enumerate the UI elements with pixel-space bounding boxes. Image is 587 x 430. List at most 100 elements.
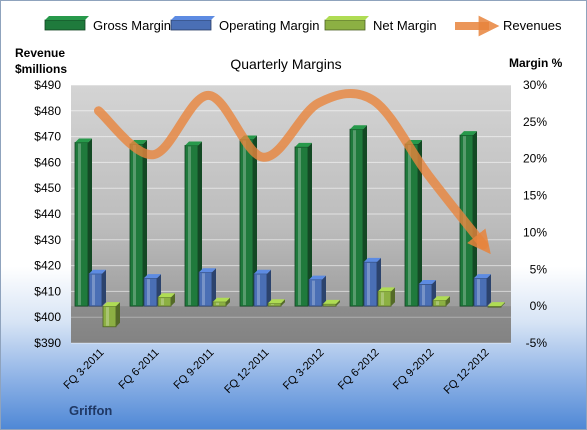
legend-swatch-top: [45, 16, 89, 20]
legend-swatch-gross-margin: [44, 19, 86, 31]
left-tick-label: $490: [34, 78, 61, 92]
legend-swatch-top: [325, 16, 369, 20]
bar-side: [501, 302, 505, 308]
bar-net-margin: [102, 305, 117, 328]
bar-top: [474, 274, 491, 279]
right-tick-label: 25%: [523, 115, 547, 129]
bar-net-margin: [267, 302, 282, 307]
left-tick-label: $400: [34, 310, 61, 324]
bar-top: [378, 287, 395, 292]
left-tick-label: $410: [34, 284, 61, 298]
legend-label: Revenues: [503, 18, 562, 33]
bar-highlight: [243, 140, 246, 306]
bar-top: [103, 302, 120, 307]
x-tick-label: FQ 6-2012: [336, 347, 382, 393]
bar-side: [336, 299, 340, 307]
bar-top: [295, 142, 312, 147]
bar-side: [171, 293, 175, 307]
x-tick-label: FQ 3-2012: [281, 347, 327, 393]
bar-side: [267, 269, 271, 307]
bar-side: [473, 131, 477, 307]
bar-side: [143, 139, 147, 307]
bar-net-margin: [487, 305, 502, 308]
bar-highlight: [188, 146, 191, 306]
bar-gross-margin: [294, 146, 309, 307]
bar-top: [213, 297, 230, 302]
bar-highlight: [477, 279, 480, 306]
company-name: Griffon: [69, 403, 112, 418]
x-tick-label: FQ 9-2011: [172, 347, 217, 392]
bar-top: [268, 299, 285, 304]
bar-top: [185, 141, 202, 146]
bar-highlight: [92, 274, 95, 306]
left-tick-label: $480: [34, 104, 61, 118]
bar-top: [419, 280, 436, 285]
left-tick-label: $390: [34, 336, 61, 350]
left-axis-title-line1: Revenue: [15, 46, 65, 60]
bar-net-margin: [432, 299, 447, 307]
bar-side: [116, 302, 120, 327]
bar-operating-margin: [88, 273, 103, 307]
bar-top: [433, 296, 450, 301]
legend-label: Net Margin: [373, 18, 437, 33]
right-tick-label: 20%: [523, 152, 547, 166]
bar-highlight: [147, 279, 150, 306]
legend-label: Operating Margin: [219, 18, 319, 33]
bar-highlight: [106, 307, 109, 326]
bar-highlight: [257, 274, 260, 306]
legend-swatch-net-margin: [324, 19, 366, 31]
bar-operating-margin: [198, 271, 213, 307]
chart-title: Quarterly Margins: [230, 56, 341, 72]
bar-highlight: [216, 302, 219, 306]
left-tick-label: $470: [34, 130, 61, 144]
bar-operating-margin: [418, 283, 433, 307]
bar-operating-margin: [253, 273, 268, 307]
right-tick-label: -5%: [526, 336, 548, 350]
right-tick-label: 0%: [530, 299, 548, 313]
bar-highlight: [436, 301, 439, 306]
bar-side: [253, 135, 257, 307]
bar-side: [226, 297, 230, 307]
right-tick-label: 15%: [523, 189, 547, 203]
bar-highlight: [202, 273, 205, 306]
left-tick-label: $460: [34, 155, 61, 169]
bar-gross-margin: [184, 145, 199, 307]
bar-gross-margin: [129, 143, 144, 307]
bar-side: [418, 139, 422, 307]
legend-swatch-operating-margin: [170, 19, 212, 31]
revenues-line: [94, 89, 491, 255]
bar-operating-margin: [473, 277, 488, 307]
bars: [74, 125, 505, 328]
bar-net-margin: [377, 290, 392, 307]
bar-side: [281, 299, 285, 307]
legend-swatch-top: [171, 16, 215, 20]
bar-gross-margin: [349, 128, 364, 307]
left-tick-label: $440: [34, 207, 61, 221]
bar-side: [102, 269, 106, 307]
bar-top: [75, 138, 92, 143]
bar-gross-margin: [239, 139, 254, 307]
bar-side: [322, 275, 326, 307]
bar-operating-margin: [363, 261, 378, 307]
bar-side: [88, 138, 92, 307]
bar-highlight: [161, 298, 164, 306]
legend: Gross Margin Operating Margin Net Margin Re…: [44, 15, 562, 37]
bar-top: [254, 269, 271, 274]
right-tick-label: 10%: [523, 225, 547, 239]
left-tick-label: $430: [34, 233, 61, 247]
bar-top: [350, 125, 367, 130]
bar-net-margin: [157, 296, 172, 307]
x-tick-label: FQ 6-2011: [117, 347, 162, 392]
bar-highlight: [298, 147, 301, 306]
bar-top: [488, 302, 505, 307]
x-axis-ticks: FQ 3-2011 FQ 6-2011 FQ 9-2011 FQ 12-2011 FQ …: [62, 347, 492, 397]
left-tick-label: $450: [34, 181, 61, 195]
bar-top: [199, 268, 216, 273]
bar-side: [198, 141, 202, 307]
bar-top: [364, 257, 381, 262]
bar-net-margin: [212, 301, 227, 307]
bar-highlight: [381, 292, 384, 306]
x-tick-label: FQ 9-2012: [391, 347, 437, 393]
